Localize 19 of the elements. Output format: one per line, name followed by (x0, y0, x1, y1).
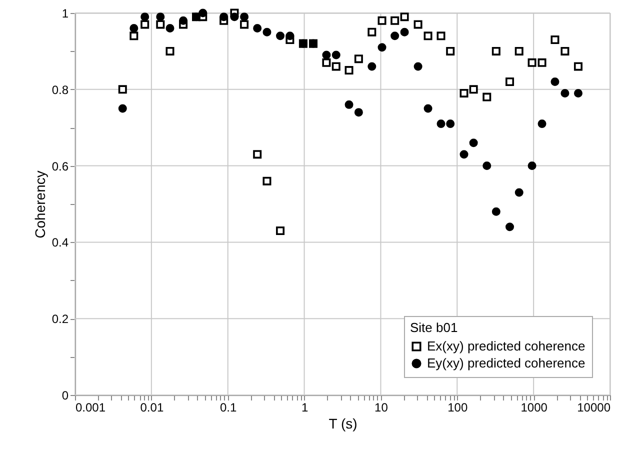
legend-title: Site b01 (410, 320, 458, 335)
y-axis-title: Coherency (32, 170, 48, 238)
x-tick-label: 0.01 (140, 400, 164, 414)
legend-label: Ey(xy) predicted coherence (427, 356, 586, 370)
x-axis-title: T (s) (328, 416, 358, 432)
y-tick-label: 0.4 (52, 236, 69, 250)
x-tick-label: 1000 (520, 400, 548, 414)
y-tick-label: 0 (62, 388, 69, 402)
x-tick-label: 1 (301, 400, 308, 414)
y-tick-label: 0.2 (52, 312, 69, 326)
x-tick-label: 100 (448, 400, 468, 414)
x-tick-label: 10000 (577, 400, 611, 414)
y-tick-label: 1 (62, 6, 69, 20)
y-tick-label: 0.6 (52, 159, 69, 174)
y-tick-label: 0.8 (52, 82, 69, 97)
x-tick-label: 10 (374, 400, 388, 414)
x-tick-label: 0.001 (76, 400, 106, 414)
x-tick-label: 0.1 (220, 400, 238, 414)
legend-label: Ex(xy) predicted coherence (427, 338, 586, 354)
